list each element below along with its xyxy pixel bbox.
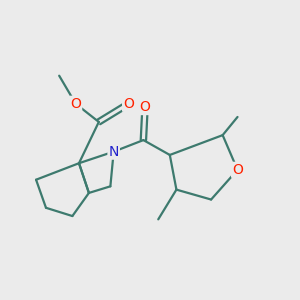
Text: O: O	[232, 163, 243, 177]
Text: N: N	[109, 145, 119, 159]
Text: O: O	[140, 100, 151, 114]
Text: O: O	[123, 97, 134, 111]
Text: O: O	[70, 97, 81, 111]
